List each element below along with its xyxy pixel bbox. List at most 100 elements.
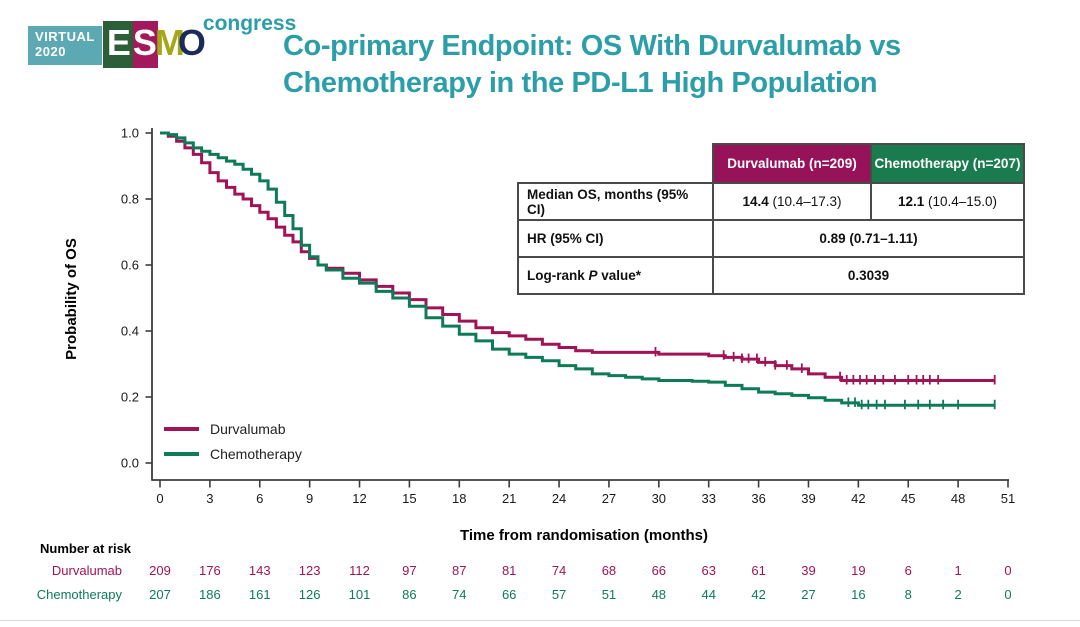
congress-label: congress [202, 12, 297, 35]
durvalumab-column-header: Durvalumab (n=209) [712, 143, 872, 184]
x-tick-label: 0 [156, 491, 163, 506]
at-risk-count-durvalumab-m3: 176 [199, 563, 221, 578]
at-risk-count-durvalumab-m39: 39 [801, 563, 816, 578]
median-os-durvalumab-value: 14.4 (10.4–17.3) [712, 182, 872, 221]
at-risk-count-chemotherapy-m9: 126 [298, 587, 321, 602]
at-risk-count-chemotherapy-m6: 161 [248, 587, 271, 602]
number-at-risk-header: Number at risk [40, 541, 132, 556]
title-line-1: Co-primary Endpoint: OS With Durvalumab … [283, 30, 901, 62]
at-risk-count-durvalumab-m33: 63 [701, 563, 716, 578]
at-risk-count-durvalumab-m24: 74 [551, 563, 567, 578]
chart-legend: Durvalumab Chemotherapy [164, 416, 302, 466]
at-risk-count-chemotherapy-m15: 86 [402, 587, 417, 602]
esmo-letter-o: O [177, 22, 206, 63]
at-risk-count-durvalumab-m42: 19 [851, 563, 866, 578]
y-tick-label: 0.0 [121, 456, 139, 471]
at-risk-count-chemotherapy-m45: 8 [904, 587, 912, 602]
at-risk-count-chemotherapy-m12: 101 [348, 587, 371, 602]
at-risk-count-durvalumab-m36: 61 [751, 563, 766, 578]
durvalumab-survival-curve [160, 131, 995, 382]
legend-item-durvalumab: Durvalumab [164, 416, 302, 441]
at-risk-count-chemotherapy-m3: 186 [199, 587, 221, 602]
page-title: Co-primary Endpoint: OS With Durvalumab … [283, 28, 1063, 101]
x-tick-label: 6 [256, 491, 263, 506]
legend-label-chemotherapy: Chemotherapy [210, 445, 302, 462]
at-risk-count-chemotherapy-m36: 42 [751, 587, 766, 602]
x-tick-label: 48 [951, 491, 965, 506]
logrank-p-value: 0.3039 [712, 256, 1025, 295]
logrank-row-label: Log-rank P value* [517, 256, 714, 295]
esmo-letter-m: M [154, 22, 185, 63]
table-corner-cell [518, 144, 713, 183]
x-tick-label: 42 [851, 491, 865, 506]
at-risk-count-chemotherapy-m27: 51 [601, 587, 617, 602]
legend-label-durvalumab: Durvalumab [210, 420, 286, 437]
table-row: Log-rank P value* 0.3039 [517, 256, 1025, 295]
x-tick-label: 3 [206, 491, 213, 506]
at-risk-row-label-durvalumab: Durvalumab [51, 563, 122, 578]
virtual-label: VIRTUAL [35, 29, 95, 44]
at-risk-count-chemotherapy-m0: 207 [149, 587, 171, 602]
at-risk-count-chemotherapy-m21: 66 [501, 587, 517, 602]
x-tick-label: 45 [901, 491, 915, 506]
at-risk-count-chemotherapy-m30: 48 [651, 587, 667, 602]
slide-bottom-divider [0, 620, 1080, 621]
at-risk-count-durvalumab-m27: 68 [601, 563, 617, 578]
x-tick-label: 39 [801, 491, 815, 506]
durvalumab-line-swatch [164, 426, 199, 431]
esmo-wordmark: E S M O [102, 21, 206, 68]
median-os-row-label: Median OS, months (95% CI) [517, 182, 714, 221]
at-risk-count-chemotherapy-m39: 27 [801, 587, 816, 602]
at-risk-count-durvalumab-m51: 0 [1004, 563, 1012, 578]
at-risk-count-durvalumab-m30: 66 [651, 563, 667, 578]
x-tick-label: 33 [701, 491, 715, 506]
chemotherapy-survival-curve [160, 131, 995, 407]
logrank-label-prefix: Log-rank [527, 268, 589, 283]
outcome-summary-table: Durvalumab (n=209) Chemotherapy (n=207) … [517, 143, 1025, 295]
at-risk-row-label-chemotherapy: Chemotherapy [36, 587, 122, 602]
legend-item-chemotherapy: Chemotherapy [164, 441, 302, 466]
at-risk-count-durvalumab-m48: 1 [954, 563, 962, 578]
table-row: HR (95% CI) 0.89 (0.71–1.11) [517, 219, 1025, 258]
x-tick-label: 15 [402, 491, 416, 506]
at-risk-count-chemotherapy-m48: 2 [954, 587, 962, 602]
x-tick-label: 27 [602, 491, 616, 506]
table-row: Median OS, months (95% CI) 14.4 (10.4–17… [517, 182, 1025, 221]
year-label: 2020 [35, 43, 66, 59]
at-risk-count-durvalumab-m45: 6 [904, 563, 912, 578]
at-risk-count-durvalumab-m6: 143 [248, 563, 271, 578]
x-tick-label: 24 [552, 491, 566, 506]
median-durvalumab-ci: (10.4–17.3) [768, 194, 842, 209]
x-tick-label: 51 [1001, 491, 1015, 506]
logrank-label-p: P [588, 268, 598, 283]
chemotherapy-column-header: Chemotherapy (n=207) [870, 143, 1025, 184]
y-tick-label: 0.6 [121, 258, 139, 273]
esmo-letter-s: S [132, 21, 158, 68]
at-risk-count-chemotherapy-m18: 74 [452, 587, 467, 602]
esmo-congress-logo: VIRTUAL 2020 E S M O congress [28, 12, 296, 68]
hr-row-label: HR (95% CI) [517, 219, 714, 258]
esmo-letter-e: E [102, 21, 134, 68]
median-durvalumab-number: 14.4 [742, 194, 769, 209]
y-axis-label: Probability of OS [63, 238, 80, 360]
median-os-chemotherapy-value: 12.1 (10.4–15.0) [870, 182, 1025, 221]
hr-value: 0.89 (0.71–1.11) [712, 219, 1025, 258]
chemotherapy-line-swatch [164, 451, 199, 456]
at-risk-count-durvalumab-m21: 81 [501, 563, 517, 578]
x-axis-label: Time from randomisation (months) [459, 527, 709, 544]
at-risk-count-chemotherapy-m24: 57 [551, 587, 567, 602]
median-chemotherapy-number: 12.1 [897, 194, 925, 209]
median-chemotherapy-ci: (10.4–15.0) [924, 194, 998, 209]
at-risk-count-chemotherapy-m51: 0 [1004, 587, 1012, 602]
at-risk-count-durvalumab-m0: 209 [149, 563, 171, 578]
x-tick-label: 9 [306, 491, 313, 506]
x-tick-label: 21 [502, 491, 516, 506]
y-tick-label: 1.0 [121, 126, 139, 141]
y-tick-label: 0.8 [121, 192, 139, 207]
x-tick-label: 18 [452, 491, 466, 506]
y-tick-label: 0.2 [121, 390, 139, 405]
x-tick-label: 30 [652, 491, 666, 506]
at-risk-count-chemotherapy-m42: 16 [851, 587, 866, 602]
at-risk-count-durvalumab-m9: 123 [298, 563, 321, 578]
